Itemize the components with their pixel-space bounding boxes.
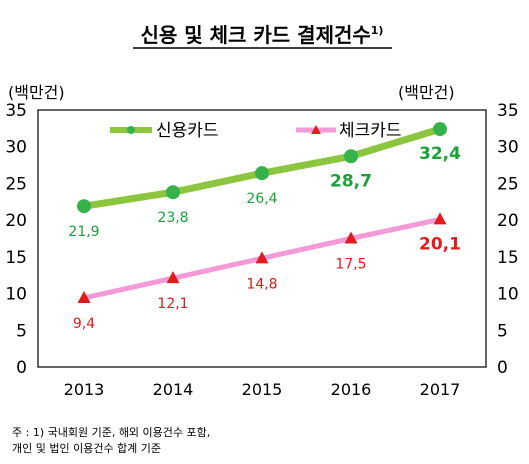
credit-data-label: 32,4 xyxy=(419,144,461,164)
x-tick-label: 2017 xyxy=(420,380,461,399)
legend-label-credit: 신용카드 xyxy=(156,121,219,141)
credit-point xyxy=(433,122,447,137)
check-data-label: 14,8 xyxy=(246,276,277,292)
credit-point xyxy=(344,149,358,164)
check-point xyxy=(255,251,269,264)
y-tick-label-left: 5 xyxy=(16,321,27,341)
y-tick-label-left: 20 xyxy=(5,211,27,231)
chart-title: 신용 및 체크 카드 결제건수1) xyxy=(141,23,384,47)
credit-data-label: 21,9 xyxy=(68,224,99,240)
y-tick-label-right: 5 xyxy=(497,321,508,341)
footnote-line-2: 개인 및 법인 이용건수 합계 기준 xyxy=(12,442,162,455)
footnote-line-1: 주 : 1) 국내회원 기준, 해외 이용건수 포함, xyxy=(12,426,211,439)
y-tick-label-right: 30 xyxy=(497,138,519,158)
credit-data-label: 28,7 xyxy=(330,171,372,191)
check-point xyxy=(166,271,180,284)
x-tick-label: 2016 xyxy=(331,380,372,399)
check-data-label: 17,5 xyxy=(335,257,366,273)
check-data-label: 20,1 xyxy=(419,234,461,254)
credit-point xyxy=(255,166,269,181)
y-tick-label-left: 0 xyxy=(16,358,27,378)
chart-title-text: 신용 및 체크 카드 결제건수 xyxy=(141,23,371,47)
plot-area xyxy=(37,109,487,368)
y-tick-label-right: 0 xyxy=(497,358,508,378)
x-tick-label: 2015 xyxy=(242,380,283,399)
legend-marker-check xyxy=(311,125,321,134)
check-data-label: 12,1 xyxy=(157,296,188,312)
credit-data-label: 26,4 xyxy=(246,191,277,207)
y-tick-label-left: 35 xyxy=(5,101,27,121)
y-tick-label-right: 10 xyxy=(497,285,519,305)
series-group: 21,9 23,8 26,4 28,7 32,4 9,4 12,1 14,8 17,5 20,1 xyxy=(68,122,461,332)
y-axis-left: 0 5 10 15 20 25 30 35 xyxy=(5,101,27,378)
x-axis: 2013 2014 2015 2016 2017 xyxy=(64,380,461,399)
legend-marker-credit xyxy=(127,126,135,134)
credit-point xyxy=(166,185,180,200)
check-point xyxy=(77,290,91,303)
credit-data-label: 23,8 xyxy=(157,210,188,226)
y-tick-label-left: 15 xyxy=(5,248,27,268)
y-tick-label-right: 20 xyxy=(497,211,519,231)
y-tick-label-left: 25 xyxy=(5,174,27,194)
y-tick-label-left: 10 xyxy=(5,285,27,305)
legend-label-check: 체크카드 xyxy=(339,121,402,141)
left-unit-label: (백만건) xyxy=(8,83,65,102)
y-tick-label-right: 15 xyxy=(497,248,519,268)
y-tick-label-left: 30 xyxy=(5,138,27,158)
check-point xyxy=(433,212,447,225)
y-axis-right: 0 5 10 15 20 25 30 35 xyxy=(497,101,519,378)
y-tick-label-right: 25 xyxy=(497,174,519,194)
x-tick-label: 2014 xyxy=(153,380,194,399)
right-unit-label: (백만건) xyxy=(398,83,455,102)
y-tick-label-right: 35 xyxy=(497,101,519,121)
check-point xyxy=(344,231,358,244)
chart-title-note: 1) xyxy=(371,24,384,37)
credit-point xyxy=(77,199,91,214)
x-tick-label: 2013 xyxy=(64,380,105,399)
legend: 신용카드 체크카드 xyxy=(110,121,402,141)
check-data-label: 9,4 xyxy=(73,316,95,332)
